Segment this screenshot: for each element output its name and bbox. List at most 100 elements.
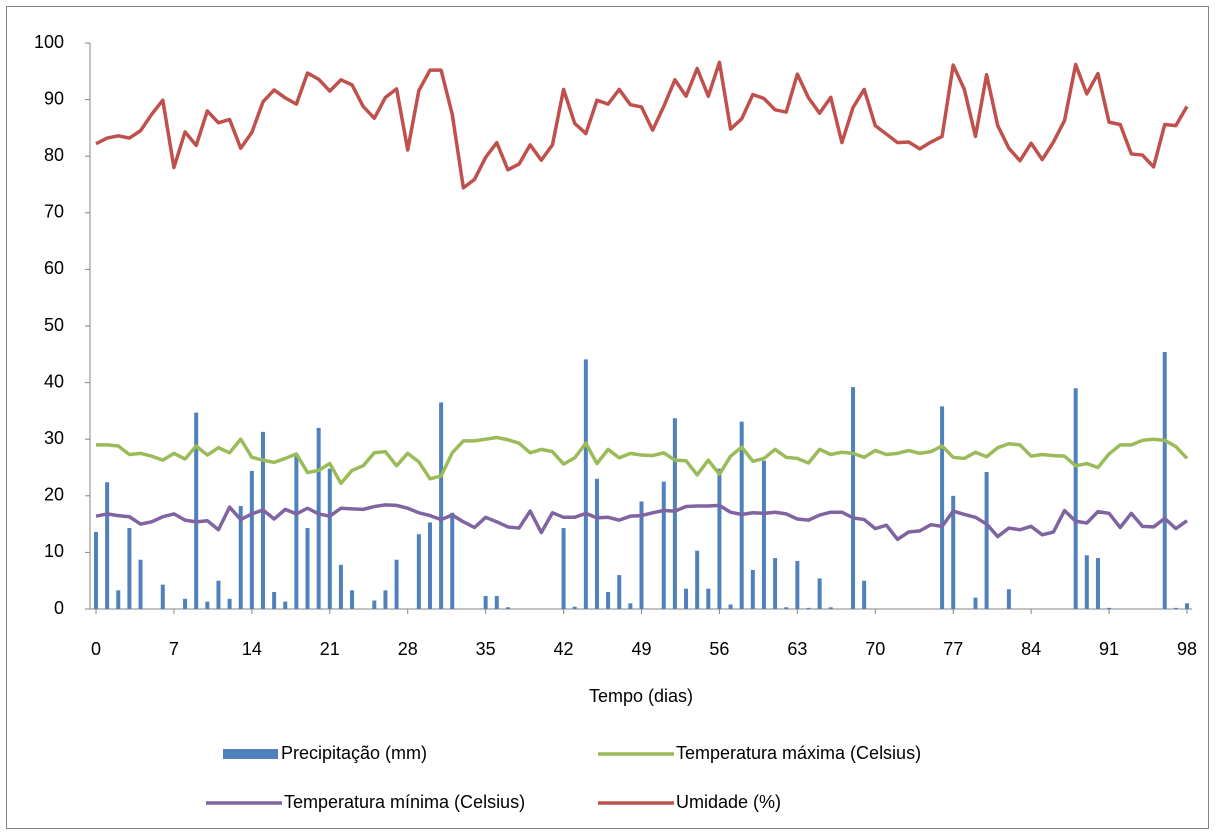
bar <box>684 588 689 609</box>
bar <box>116 590 121 609</box>
bar <box>138 559 143 609</box>
bar <box>973 597 978 609</box>
y-tick-label: 0 <box>54 598 64 618</box>
bar <box>160 584 165 609</box>
bar <box>828 607 833 609</box>
x-tick-label: 21 <box>320 639 340 659</box>
bar <box>795 560 800 609</box>
bar <box>661 481 666 609</box>
bar <box>594 478 599 609</box>
y-tick-label: 100 <box>34 32 64 52</box>
bar <box>1084 555 1089 609</box>
bar <box>728 604 733 609</box>
bar <box>817 578 822 609</box>
x-tick-label: 35 <box>476 639 496 659</box>
line-series <box>95 60 1189 190</box>
x-tick-label: 28 <box>398 639 418 659</box>
x-axis-title: Tempo (dias) <box>589 686 693 706</box>
x-tick-label: 98 <box>1177 639 1197 659</box>
bar <box>194 412 199 609</box>
bar <box>1006 589 1011 609</box>
bar <box>450 512 455 609</box>
bar <box>372 600 377 609</box>
y-tick-label: 30 <box>44 428 64 448</box>
bar <box>427 522 432 609</box>
x-tick-label: 91 <box>1099 639 1119 659</box>
bar <box>561 528 566 609</box>
bar <box>583 359 588 609</box>
y-tick-label: 10 <box>44 541 64 561</box>
bar <box>238 505 243 609</box>
bar <box>272 592 277 609</box>
bar <box>494 595 499 609</box>
bar <box>606 592 611 609</box>
bar <box>316 427 321 609</box>
bar <box>294 456 299 609</box>
bar <box>695 550 700 609</box>
bar <box>940 406 945 609</box>
y-tick-label: 50 <box>44 315 64 335</box>
bar <box>94 532 98 609</box>
x-tick-label: 7 <box>169 639 179 659</box>
bar <box>1073 388 1078 609</box>
bar <box>628 603 633 609</box>
legend-label: Temperatura máxima (Celsius) <box>676 743 921 763</box>
x-tick-label: 56 <box>709 639 729 659</box>
bar <box>984 472 989 609</box>
bar <box>249 470 254 609</box>
bar <box>806 607 811 609</box>
x-tick-label: 42 <box>554 639 574 659</box>
legend-label: Umidade (%) <box>676 792 781 812</box>
bar <box>717 468 722 609</box>
bar <box>483 595 488 609</box>
bar <box>416 534 421 609</box>
line-series <box>96 435 1189 486</box>
bar <box>761 460 766 609</box>
bar <box>260 431 265 609</box>
x-tick-label: 70 <box>865 639 885 659</box>
bar <box>105 482 110 609</box>
bar <box>639 501 644 609</box>
bar <box>505 607 510 609</box>
bar <box>227 598 232 609</box>
bar <box>394 559 399 609</box>
y-tick-label: 70 <box>44 202 64 222</box>
bar <box>350 590 355 609</box>
bar <box>338 564 343 609</box>
bar <box>127 528 132 609</box>
bar <box>1173 607 1178 609</box>
bar <box>672 418 677 609</box>
bar <box>216 580 221 609</box>
bar <box>773 558 778 609</box>
legend-label: Precipitação (mm) <box>281 743 427 763</box>
bar <box>1185 603 1189 609</box>
bar <box>1107 607 1112 609</box>
line-series <box>95 503 1189 542</box>
x-tick-label: 14 <box>242 639 262 659</box>
bar <box>750 569 755 609</box>
x-tick-label: 63 <box>787 639 807 659</box>
y-tick-label: 60 <box>44 258 64 278</box>
x-tick-label: 77 <box>943 639 963 659</box>
bar <box>205 601 210 609</box>
y-tick-label: 20 <box>44 485 64 505</box>
bar <box>617 575 622 609</box>
y-tick-label: 40 <box>44 371 64 391</box>
bar <box>383 590 388 609</box>
bar <box>327 468 332 609</box>
legend-swatch <box>223 749 278 759</box>
bar <box>706 588 711 609</box>
bar <box>183 598 188 609</box>
bar <box>572 606 577 609</box>
bar <box>1162 352 1167 609</box>
x-tick-label: 84 <box>1021 639 1041 659</box>
bar <box>862 580 867 609</box>
bar <box>1095 558 1100 609</box>
bar <box>851 387 856 609</box>
bar <box>305 528 310 609</box>
bar <box>283 601 288 609</box>
x-tick-label: 0 <box>91 639 101 659</box>
bar <box>439 402 444 609</box>
